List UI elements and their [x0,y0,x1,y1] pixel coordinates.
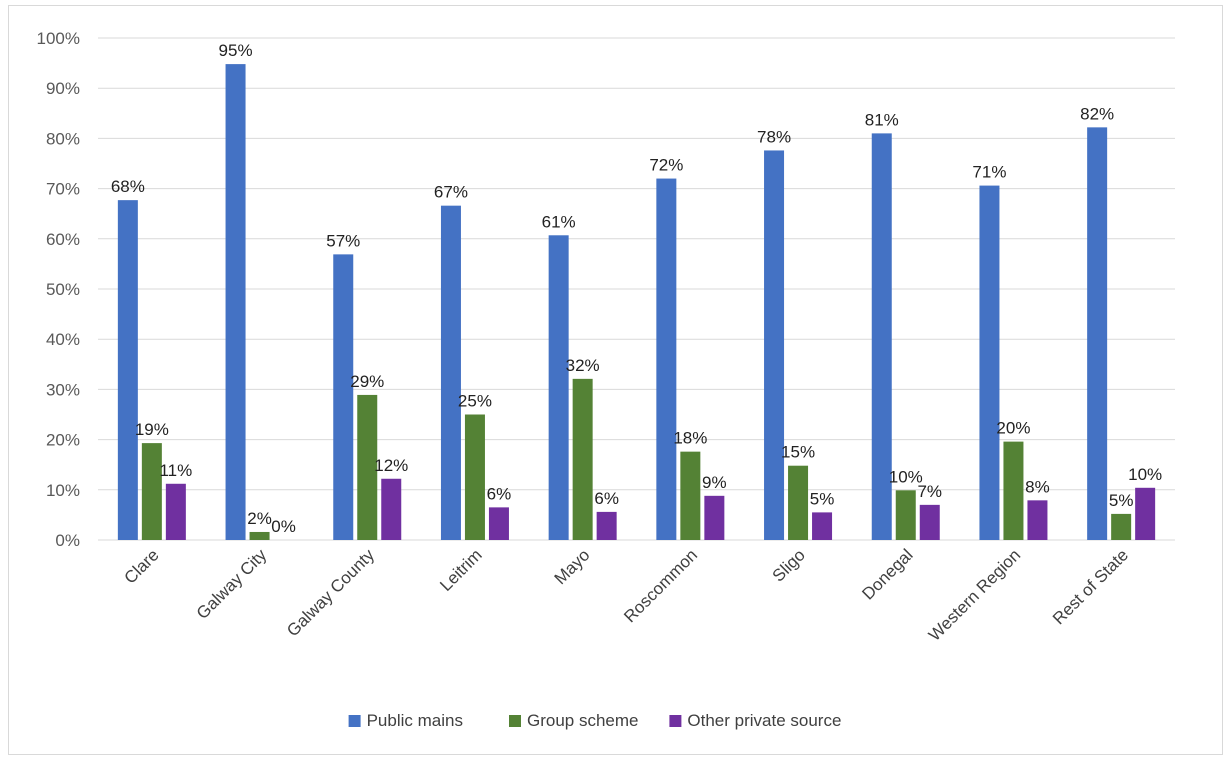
bar [249,531,270,540]
legend-item: Other private source [669,711,841,730]
data-label: 19% [135,420,169,439]
bar [141,443,162,540]
y-tick-label: 50% [46,280,80,299]
bar [788,465,809,540]
legend: Public mains Group scheme Other private so… [348,711,841,730]
data-label: 95% [219,41,253,60]
data-label: 11% [159,461,192,480]
bar [440,205,461,540]
data-label: 81% [865,110,899,129]
bar [357,394,378,540]
x-tick-label: Donegal [858,545,916,603]
x-tick-label: Leitrim [436,545,486,595]
data-label: 0% [271,517,296,536]
legend-swatch [348,715,361,727]
y-tick-label: 10% [46,481,80,500]
bar [656,178,677,540]
data-label: 5% [810,489,835,508]
y-tick-label: 20% [46,431,80,450]
chart-frame [8,5,1223,755]
data-label: 10% [1128,465,1162,484]
data-label: 32% [566,356,600,375]
y-tick-label: 90% [46,79,80,98]
y-tick-label: 80% [46,129,80,148]
data-label: 18% [673,429,707,448]
data-label: 68% [111,177,145,196]
bar [1087,127,1108,540]
bar [1027,500,1048,540]
bar [464,414,485,540]
data-label: 25% [458,392,492,411]
data-label: 71% [972,163,1006,182]
x-tick-label: Rest of State [1049,545,1132,628]
data-label: 6% [487,484,512,503]
data-label: 61% [542,212,576,231]
x-tick-label: Roscommon [620,545,701,626]
x-tick-label: Western Region [925,545,1024,644]
data-label: 20% [996,419,1030,438]
data-label: 67% [434,183,468,202]
legend-label: Group scheme [527,711,639,730]
data-label: 5% [1109,491,1134,510]
y-tick-label: 70% [46,180,80,199]
data-label: 12% [374,456,408,475]
data-label: 8% [1025,477,1050,496]
legend-swatch [669,715,682,727]
x-axis: Clare Galway City Galway County Leitrim Mayo… [121,545,1132,645]
bar [895,490,916,540]
data-label: 9% [702,473,727,492]
bar [225,64,246,540]
bar [979,185,1000,540]
bar [165,483,186,540]
bar [1111,513,1132,540]
y-tick-label: 30% [46,380,80,399]
x-tick-label: Galway City [193,545,271,623]
bar [812,512,833,540]
bar [871,133,892,540]
data-label: 78% [757,127,791,146]
legend-label: Public mains [367,711,463,730]
data-labels: 68% 19% 11% 95% 2% 0% 57% 29% 12% 67% 25% 6% 61% 32% 6… [111,41,1162,536]
data-label: 82% [1080,104,1114,123]
bar [333,254,354,540]
bar [764,150,785,540]
data-label: 7% [917,482,942,501]
legend-item: Public mains [348,711,463,730]
y-tick-label: 100% [37,29,80,48]
data-label: 6% [594,489,619,508]
legend-label: Other private source [687,711,841,730]
bar [680,451,701,540]
x-tick-label: Sligo [769,545,809,585]
bars [117,64,1156,540]
bar [381,478,402,540]
bar [704,495,725,540]
bar [572,378,593,540]
x-tick-label: Clare [121,545,163,587]
data-label: 57% [326,231,360,250]
data-label: 2% [247,509,272,528]
data-label: 10% [889,467,923,486]
bar [1135,487,1156,540]
bar [548,235,569,540]
data-label: 29% [350,372,384,391]
y-tick-label: 0% [55,531,80,550]
legend-swatch [509,715,521,727]
data-label: 15% [781,443,815,462]
bar [488,507,509,540]
bar [919,504,940,540]
x-tick-label: Mayo [551,545,594,588]
bar [117,200,138,540]
x-tick-label: Galway County [283,545,378,640]
legend-item: Group scheme [509,711,639,730]
y-tick-label: 60% [46,230,80,249]
bar [596,511,617,540]
bar [1003,441,1024,540]
y-tick-label: 40% [46,330,80,349]
data-label: 72% [649,156,683,175]
